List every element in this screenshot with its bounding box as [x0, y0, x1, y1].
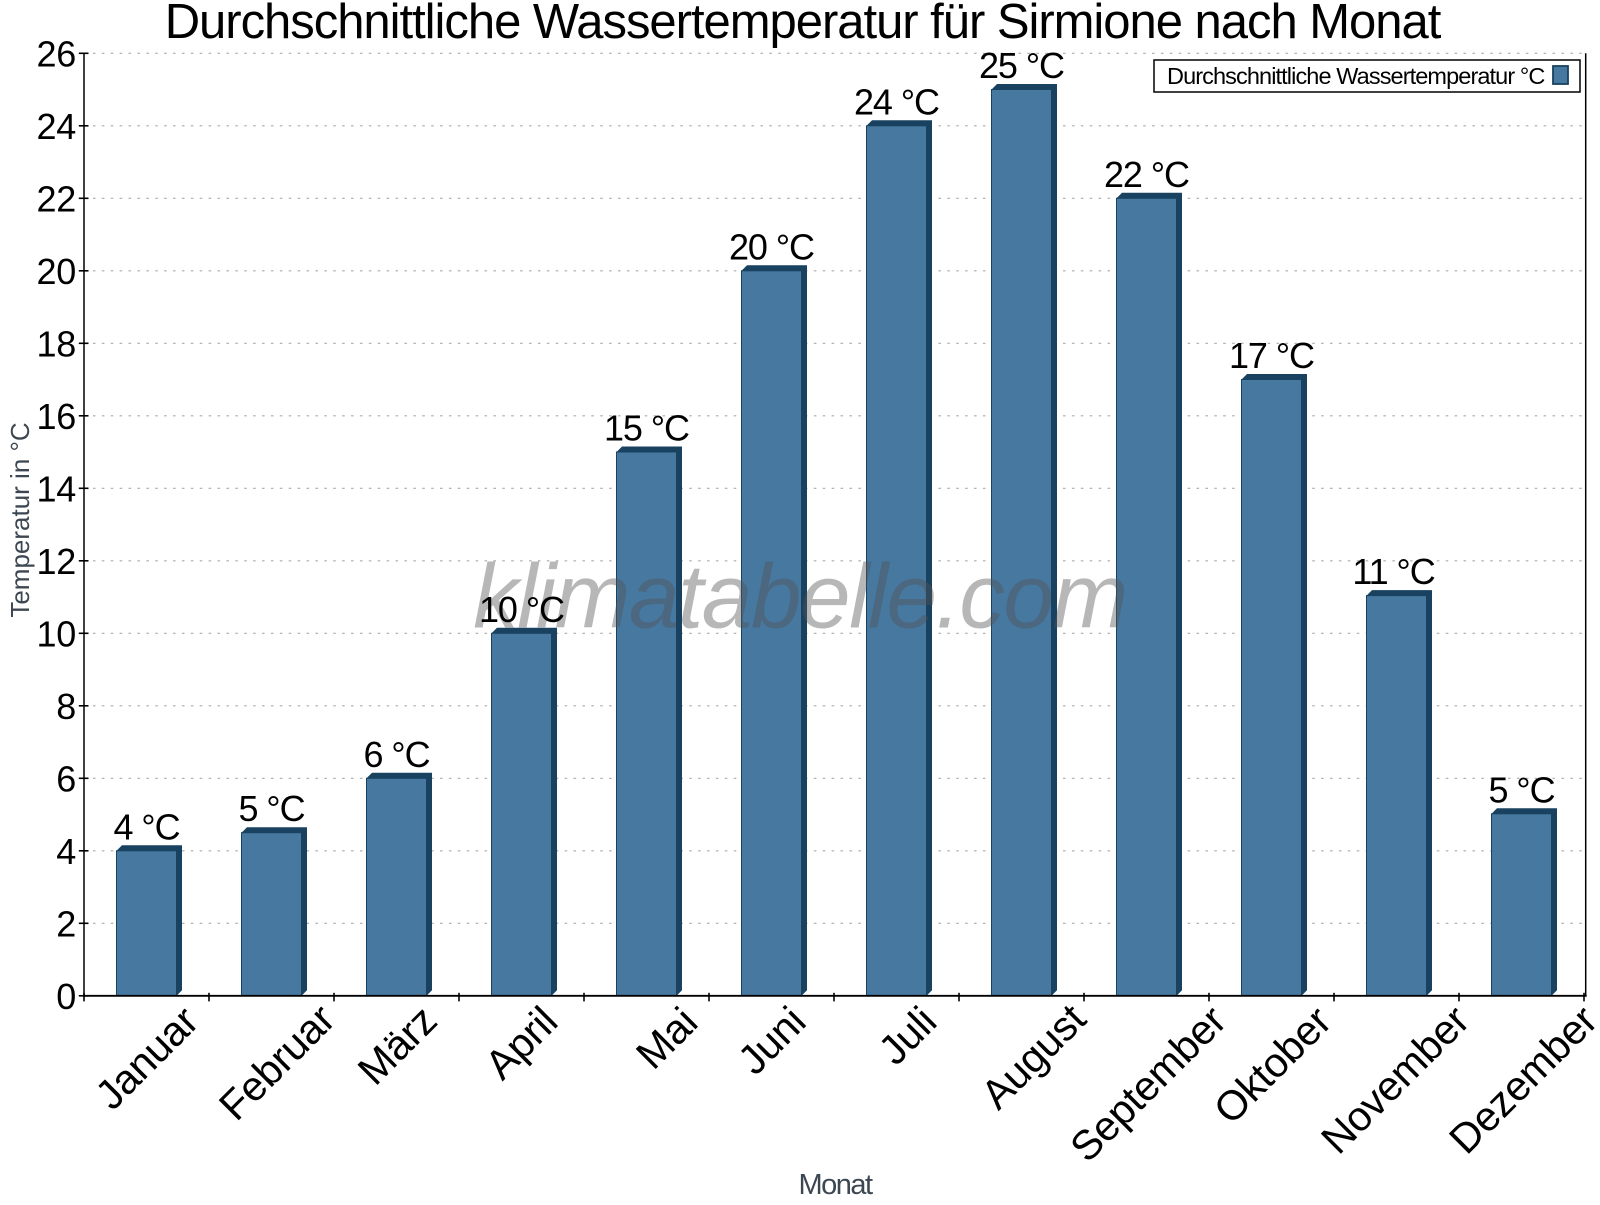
svg-text:klimatabelle.com: klimatabelle.com: [473, 547, 1127, 648]
svg-text:16: 16: [37, 396, 76, 437]
svg-text:10: 10: [37, 614, 76, 655]
svg-text:15 °C: 15 °C: [604, 408, 689, 449]
svg-text:0: 0: [56, 976, 76, 1017]
svg-text:6: 6: [56, 759, 76, 800]
svg-text:22: 22: [37, 179, 76, 220]
svg-text:Durchschnittliche Wassertemper: Durchschnittliche Wassertemperatur °C: [1167, 63, 1545, 89]
svg-text:5 °C: 5 °C: [1488, 769, 1554, 810]
svg-text:20 °C: 20 °C: [729, 226, 814, 267]
svg-text:2: 2: [56, 904, 76, 945]
svg-text:Monat: Monat: [798, 1169, 873, 1200]
svg-text:24 °C: 24 °C: [854, 81, 939, 122]
svg-text:4 °C: 4 °C: [113, 806, 179, 847]
svg-text:12: 12: [37, 541, 76, 582]
svg-text:14: 14: [37, 469, 76, 510]
svg-text:Temperatur in °C: Temperatur in °C: [5, 422, 35, 617]
svg-text:10 °C: 10 °C: [479, 589, 564, 630]
svg-text:24: 24: [37, 106, 76, 147]
svg-text:11 °C: 11 °C: [1352, 551, 1434, 592]
svg-text:Durchschnittliche Wassertemper: Durchschnittliche Wassertemperatur für S…: [165, 0, 1442, 49]
svg-text:6 °C: 6 °C: [363, 734, 429, 775]
svg-text:5 °C: 5 °C: [238, 788, 304, 829]
svg-text:25 °C: 25 °C: [979, 45, 1064, 86]
svg-text:8: 8: [56, 686, 76, 727]
svg-text:22 °C: 22 °C: [1104, 154, 1189, 195]
svg-text:26: 26: [37, 34, 76, 75]
svg-text:18: 18: [37, 324, 76, 365]
svg-text:20: 20: [37, 251, 76, 292]
svg-text:4: 4: [56, 831, 76, 872]
svg-text:17 °C: 17 °C: [1229, 335, 1314, 376]
